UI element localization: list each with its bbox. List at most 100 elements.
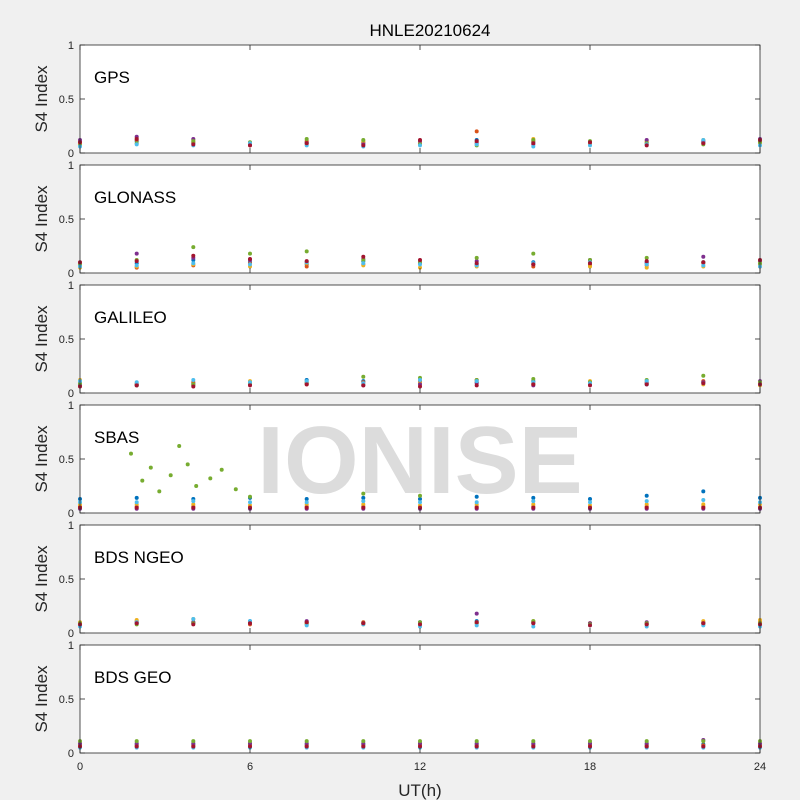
panels-group: 0 0.5 1 S4 Index GPS 0 0.5 1 S4 Index GLONASS 0 0.5…	[32, 40, 766, 773]
data-point	[644, 265, 649, 270]
data-point	[208, 476, 213, 481]
data-point	[588, 623, 592, 628]
data-point	[588, 500, 592, 505]
data-point	[191, 253, 196, 258]
data-point	[418, 384, 422, 389]
data-point	[701, 381, 706, 386]
data-point	[701, 498, 706, 502]
data-point	[418, 497, 422, 501]
data-point	[134, 744, 139, 749]
data-point	[248, 505, 252, 510]
data-point	[191, 384, 196, 389]
data-point	[134, 380, 139, 385]
data-point	[531, 377, 536, 381]
y-tick-label: 0.5	[59, 214, 74, 226]
data-point	[177, 444, 182, 448]
data-point	[191, 502, 196, 507]
data-point	[644, 499, 649, 504]
y-tick-label: 0.5	[59, 454, 74, 466]
data-point	[474, 744, 479, 749]
panel-4: 0 0.5 1 S4 Index BDS NGEO	[32, 520, 762, 640]
y-tick-label: 0	[68, 268, 74, 280]
data-point	[531, 262, 536, 267]
data-point	[134, 505, 139, 510]
data-point	[168, 473, 173, 478]
data-point	[644, 259, 649, 264]
data-point	[644, 744, 649, 749]
data-point	[701, 254, 706, 259]
data-point	[148, 465, 153, 470]
data-point	[531, 138, 536, 142]
data-point	[701, 739, 706, 744]
data-point	[418, 505, 422, 510]
data-point	[191, 142, 196, 147]
panel-label: SBAS	[94, 428, 139, 447]
y-axis-label: S4 Index	[32, 665, 51, 733]
data-point	[474, 255, 479, 260]
data-point	[588, 264, 592, 269]
data-point	[531, 502, 536, 507]
y-tick-label: 1	[68, 160, 74, 172]
data-point	[248, 744, 252, 749]
panel-label: GALILEO	[94, 308, 167, 327]
data-point	[248, 251, 252, 256]
data-point	[134, 383, 139, 388]
data-point	[474, 383, 479, 388]
x-tick-label: 6	[247, 761, 253, 773]
data-point	[361, 143, 366, 148]
data-point	[531, 621, 536, 626]
data-point	[531, 624, 536, 629]
data-point	[644, 138, 649, 142]
data-point	[474, 739, 479, 744]
panel-plot-area	[80, 165, 760, 273]
data-point	[304, 505, 309, 510]
y-tick-label: 0.5	[59, 94, 74, 106]
panel-label: BDS GEO	[94, 668, 171, 687]
panel-plot-area	[80, 45, 760, 153]
data-point	[248, 739, 252, 744]
data-point	[191, 261, 196, 266]
panel-plot-area	[80, 525, 760, 633]
data-point	[191, 622, 196, 627]
x-tick-label: 0	[77, 761, 83, 773]
data-point	[304, 620, 309, 625]
data-point	[644, 739, 649, 744]
panel-2: 0 0.5 1 S4 Index GALILEO	[32, 280, 762, 400]
data-point	[644, 262, 649, 267]
data-point	[701, 263, 706, 268]
data-point	[304, 249, 309, 254]
data-point	[304, 141, 309, 146]
y-tick-label: 1	[68, 40, 74, 52]
data-point	[248, 383, 252, 388]
data-point	[191, 744, 196, 749]
data-point	[191, 245, 196, 250]
data-point	[185, 462, 190, 467]
panel-plot-area	[80, 285, 760, 393]
data-point	[304, 744, 309, 749]
y-tick-label: 0.5	[59, 574, 74, 586]
data-point	[248, 262, 252, 267]
data-point	[194, 484, 199, 488]
data-point	[191, 378, 196, 382]
data-point	[134, 259, 139, 264]
data-point	[644, 382, 649, 387]
x-tick-label: 18	[584, 761, 596, 773]
y-axis-label: S4 Index	[32, 545, 51, 613]
data-point	[361, 258, 366, 262]
data-point	[418, 262, 422, 267]
data-point	[531, 739, 536, 744]
data-point	[134, 495, 139, 500]
data-point	[588, 744, 592, 749]
data-point	[418, 500, 422, 505]
data-point	[701, 260, 706, 265]
data-point	[588, 505, 592, 510]
data-point	[701, 373, 706, 378]
chart-title: HNLE20210624	[370, 21, 491, 40]
data-point	[361, 374, 366, 379]
data-point	[474, 623, 479, 628]
y-tick-label: 0	[68, 508, 74, 520]
data-point	[304, 264, 309, 269]
y-tick-label: 1	[68, 640, 74, 652]
data-point	[418, 739, 422, 744]
